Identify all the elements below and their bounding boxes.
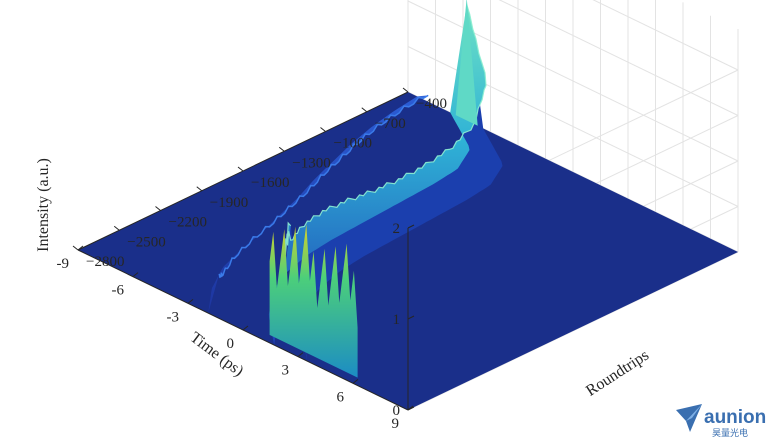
y-tick-label: −400 — [416, 96, 447, 112]
x-tick — [407, 405, 414, 411]
x-tick — [352, 378, 359, 384]
x-axis-label: Time (ps) — [187, 329, 247, 380]
y-tick — [196, 186, 203, 192]
z-axis-label: Intensity (a.u.) — [35, 158, 52, 252]
x-tick-label: 3 — [282, 363, 290, 379]
x-tick — [132, 272, 139, 278]
x-tick — [297, 352, 304, 358]
x-tick-label: 9 — [392, 416, 400, 432]
y-tick — [113, 225, 120, 231]
z-tick — [407, 315, 415, 320]
y-tick — [155, 206, 161, 211]
surface-traces — [208, 0, 503, 378]
y-tick-label: −2200 — [169, 215, 207, 231]
axes: 0129630-3-6-9−400−700−1000−1300−1600−190… — [57, 87, 447, 432]
y-tick — [278, 146, 285, 152]
grid-line — [498, 0, 739, 116]
z-tick-label: 1 — [393, 312, 401, 328]
x-tick-label: 6 — [337, 389, 345, 405]
y-tick — [72, 245, 79, 251]
y-tick — [402, 87, 409, 93]
y-tick-label: −2500 — [127, 234, 165, 250]
z-tick — [407, 224, 415, 229]
grid-line — [592, 0, 739, 71]
z-tick-label: 0 — [393, 403, 401, 419]
y-tick-label: −1600 — [251, 175, 289, 191]
x-tick-label: -6 — [112, 283, 125, 299]
bright-trace-back — [285, 4, 503, 362]
y-tick-label: −1300 — [292, 155, 330, 171]
y-tick-label: −2800 — [86, 254, 124, 270]
y-tick-label: −1000 — [334, 136, 372, 152]
weak-trace-crest — [218, 94, 429, 279]
aunion-logo: aunion 昊量光电 — [676, 404, 766, 439]
bright-trace-end — [455, 0, 478, 126]
logo-subtitle: 昊量光电 — [712, 427, 748, 439]
y-tick-label: −700 — [375, 116, 406, 132]
x-tick — [242, 325, 249, 331]
logo-mark-icon-inner — [686, 404, 702, 421]
bright-trace-peak — [269, 224, 358, 378]
y-tick — [320, 127, 326, 132]
y-tick-label: −1900 — [210, 195, 248, 211]
z-tick-label: 2 — [393, 221, 401, 237]
x-tick-label: -9 — [57, 256, 70, 272]
y-axis-label: Roundtrips — [583, 347, 652, 400]
x-tick — [187, 298, 194, 304]
grid-line — [407, 0, 739, 162]
logo-name: aunion — [704, 407, 766, 428]
y-tick — [361, 107, 368, 113]
x-tick-label: 0 — [227, 336, 235, 352]
y-tick — [237, 166, 244, 172]
x-tick-label: -3 — [167, 309, 180, 325]
